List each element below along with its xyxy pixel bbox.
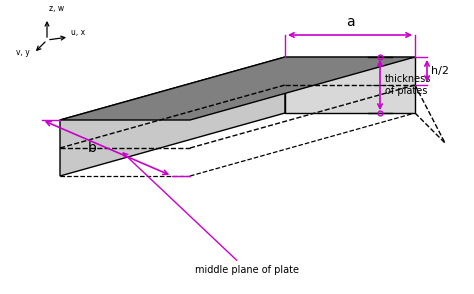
Polygon shape	[60, 57, 415, 120]
Text: h/2: h/2	[431, 66, 449, 76]
Text: z, w: z, w	[49, 4, 64, 13]
Polygon shape	[60, 57, 285, 176]
Text: v, y: v, y	[16, 48, 29, 57]
Text: a: a	[346, 15, 354, 29]
Text: u, x: u, x	[71, 28, 85, 37]
Text: thickness
of plates: thickness of plates	[385, 74, 431, 96]
Text: middle plane of plate: middle plane of plate	[123, 153, 299, 275]
Polygon shape	[285, 57, 415, 113]
Text: b: b	[88, 141, 96, 155]
